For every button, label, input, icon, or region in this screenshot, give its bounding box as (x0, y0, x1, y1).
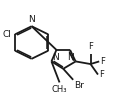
Text: F: F (88, 42, 93, 51)
Text: Br: Br (74, 81, 84, 90)
Text: CH₃: CH₃ (52, 85, 67, 94)
Text: N: N (52, 52, 59, 62)
Text: N: N (67, 52, 74, 62)
Text: N: N (28, 15, 35, 24)
Text: F: F (100, 57, 105, 66)
Text: F: F (99, 70, 104, 79)
Text: Cl: Cl (3, 30, 12, 39)
